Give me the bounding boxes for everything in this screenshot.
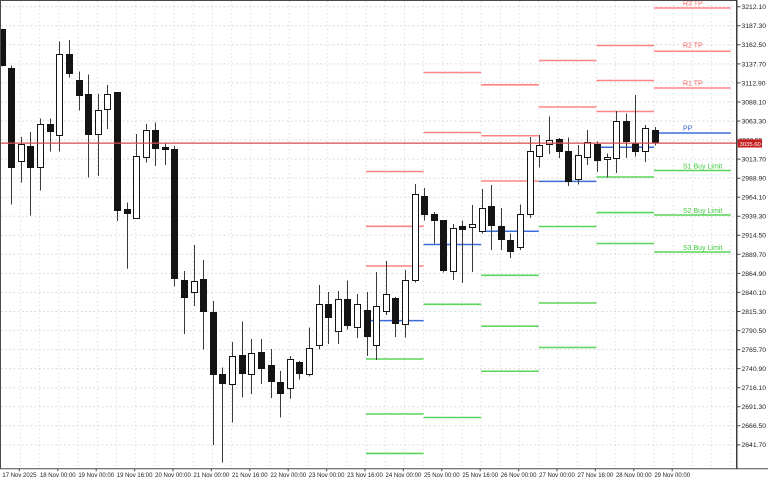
svg-text:25 Nov 00:00: 25 Nov 00:00: [424, 473, 460, 479]
svg-text:2815.30: 2815.30: [742, 309, 767, 316]
svg-text:23 Nov 16:00: 23 Nov 16:00: [347, 473, 383, 479]
svg-text:25 Nov 16:00: 25 Nov 16:00: [462, 473, 498, 479]
svg-text:29 Nov 00:00: 29 Nov 00:00: [654, 473, 690, 479]
svg-text:3035.60: 3035.60: [740, 142, 762, 148]
svg-text:3187.30: 3187.30: [742, 23, 767, 30]
svg-text:2864.90: 2864.90: [742, 271, 767, 278]
svg-text:S2 Buy Limit: S2 Buy Limit: [683, 208, 722, 215]
svg-text:21 Nov 16:00: 21 Nov 16:00: [232, 473, 268, 479]
svg-text:21 Nov 00:00: 21 Nov 00:00: [194, 473, 230, 479]
svg-text:R3 TP: R3 TP: [683, 1, 703, 8]
svg-text:S1 Buy Limit: S1 Buy Limit: [683, 164, 722, 171]
svg-text:2790.50: 2790.50: [742, 328, 767, 335]
svg-text:24 Nov 00:00: 24 Nov 00:00: [386, 473, 422, 479]
svg-text:2691.30: 2691.30: [742, 404, 767, 411]
svg-text:28 Nov 00:00: 28 Nov 00:00: [616, 473, 652, 479]
svg-text:R1 TP: R1 TP: [683, 81, 703, 88]
svg-text:17 Nov 2025: 17 Nov 2025: [2, 473, 37, 479]
svg-text:2988.90: 2988.90: [742, 176, 767, 183]
svg-text:2939.30: 2939.30: [742, 214, 767, 221]
svg-text:26 Nov 00:00: 26 Nov 00:00: [501, 473, 537, 479]
svg-text:3137.70: 3137.70: [742, 61, 767, 68]
svg-text:19 Nov 16:00: 19 Nov 16:00: [117, 473, 153, 479]
svg-text:R2 TP: R2 TP: [683, 42, 703, 49]
svg-text:3112.90: 3112.90: [742, 80, 766, 87]
svg-text:2840.10: 2840.10: [742, 290, 767, 297]
svg-text:22 Nov 00:00: 22 Nov 00:00: [270, 473, 306, 479]
svg-text:3088.10: 3088.10: [742, 99, 767, 106]
svg-text:27 Nov 16:00: 27 Nov 16:00: [578, 473, 614, 479]
svg-text:2914.50: 2914.50: [742, 233, 767, 240]
svg-text:2889.70: 2889.70: [742, 252, 767, 259]
svg-text:2765.70: 2765.70: [742, 347, 767, 354]
svg-text:2740.90: 2740.90: [742, 366, 767, 373]
svg-text:20 Nov 00:00: 20 Nov 00:00: [155, 473, 191, 479]
svg-text:PP: PP: [683, 126, 693, 133]
svg-text:2666.50: 2666.50: [742, 423, 767, 430]
svg-text:S3 Buy Limit: S3 Buy Limit: [683, 245, 722, 252]
svg-text:2964.10: 2964.10: [742, 195, 767, 202]
svg-text:27 Nov 00:00: 27 Nov 00:00: [539, 473, 575, 479]
svg-text:3013.70: 3013.70: [742, 157, 767, 164]
svg-text:2716.10: 2716.10: [742, 385, 767, 392]
svg-text:18 Nov 00:00: 18 Nov 00:00: [40, 473, 76, 479]
svg-text:3162.50: 3162.50: [742, 42, 767, 49]
svg-text:3212.10: 3212.10: [742, 4, 767, 11]
svg-text:3063.30: 3063.30: [742, 118, 767, 125]
svg-text:2641.70: 2641.70: [742, 442, 767, 449]
svg-text:19 Nov 00:00: 19 Nov 00:00: [78, 473, 114, 479]
svg-text:23 Nov 00:00: 23 Nov 00:00: [309, 473, 345, 479]
